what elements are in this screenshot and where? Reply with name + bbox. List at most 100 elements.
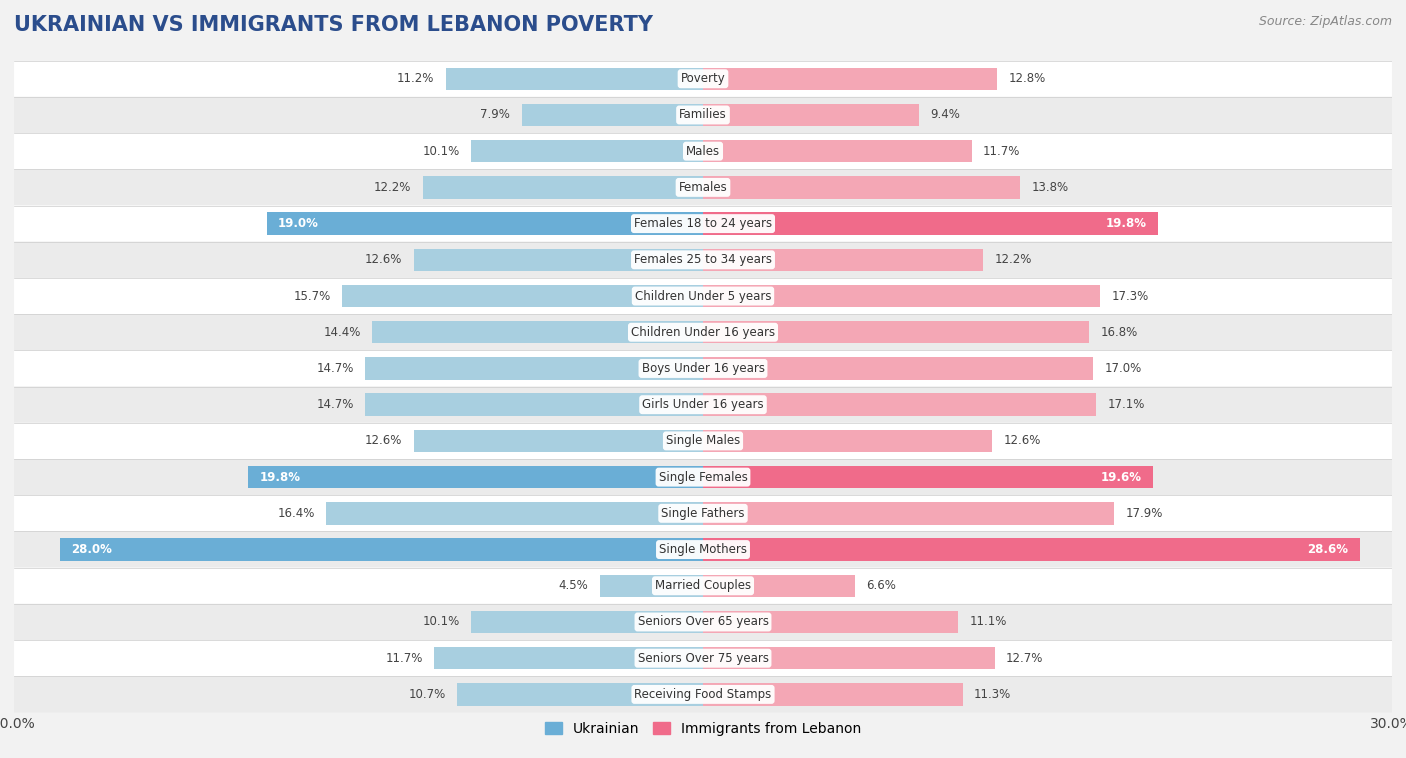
- Bar: [703, 357, 1094, 380]
- FancyBboxPatch shape: [14, 314, 1392, 350]
- Text: Children Under 16 years: Children Under 16 years: [631, 326, 775, 339]
- Text: Source: ZipAtlas.com: Source: ZipAtlas.com: [1258, 15, 1392, 28]
- Text: 4.5%: 4.5%: [558, 579, 588, 592]
- Bar: [703, 104, 920, 126]
- FancyBboxPatch shape: [14, 387, 1392, 423]
- Text: 13.8%: 13.8%: [1032, 181, 1069, 194]
- FancyBboxPatch shape: [14, 676, 1392, 713]
- Bar: [413, 249, 703, 271]
- Text: 12.6%: 12.6%: [364, 253, 402, 266]
- Text: 11.2%: 11.2%: [396, 72, 434, 85]
- Bar: [703, 538, 1360, 561]
- Text: 10.1%: 10.1%: [422, 145, 460, 158]
- Text: Married Couples: Married Couples: [655, 579, 751, 592]
- Text: Females 18 to 24 years: Females 18 to 24 years: [634, 217, 772, 230]
- Bar: [471, 611, 703, 633]
- Text: 11.7%: 11.7%: [983, 145, 1021, 158]
- Text: 12.6%: 12.6%: [364, 434, 402, 447]
- Bar: [703, 140, 972, 162]
- Bar: [326, 502, 703, 525]
- Text: 19.8%: 19.8%: [260, 471, 301, 484]
- FancyBboxPatch shape: [14, 531, 1392, 568]
- Bar: [60, 538, 703, 561]
- FancyBboxPatch shape: [14, 169, 1392, 205]
- Text: 15.7%: 15.7%: [294, 290, 330, 302]
- Bar: [703, 683, 963, 706]
- Bar: [703, 176, 1019, 199]
- Text: Females 25 to 34 years: Females 25 to 34 years: [634, 253, 772, 266]
- Text: 10.7%: 10.7%: [409, 688, 446, 701]
- Text: 16.4%: 16.4%: [277, 507, 315, 520]
- Bar: [434, 647, 703, 669]
- Bar: [471, 140, 703, 162]
- Text: 17.0%: 17.0%: [1105, 362, 1142, 375]
- Text: 12.2%: 12.2%: [374, 181, 412, 194]
- Bar: [703, 321, 1088, 343]
- Text: Single Males: Single Males: [666, 434, 740, 447]
- Bar: [703, 67, 997, 90]
- Text: 28.0%: 28.0%: [72, 543, 112, 556]
- Text: 11.3%: 11.3%: [974, 688, 1011, 701]
- Bar: [703, 502, 1114, 525]
- Bar: [703, 393, 1095, 416]
- Text: Children Under 5 years: Children Under 5 years: [634, 290, 772, 302]
- Text: Females: Females: [679, 181, 727, 194]
- Text: UKRAINIAN VS IMMIGRANTS FROM LEBANON POVERTY: UKRAINIAN VS IMMIGRANTS FROM LEBANON POV…: [14, 15, 652, 35]
- Text: 14.7%: 14.7%: [316, 398, 354, 411]
- FancyBboxPatch shape: [14, 133, 1392, 169]
- Text: 10.1%: 10.1%: [422, 615, 460, 628]
- Bar: [413, 430, 703, 452]
- Text: 11.7%: 11.7%: [385, 652, 423, 665]
- Bar: [373, 321, 703, 343]
- Text: 9.4%: 9.4%: [931, 108, 960, 121]
- Text: Poverty: Poverty: [681, 72, 725, 85]
- Text: 19.6%: 19.6%: [1101, 471, 1142, 484]
- Text: 17.1%: 17.1%: [1107, 398, 1144, 411]
- Text: 19.8%: 19.8%: [1105, 217, 1146, 230]
- Bar: [343, 285, 703, 307]
- Text: Seniors Over 75 years: Seniors Over 75 years: [637, 652, 769, 665]
- Bar: [703, 466, 1153, 488]
- FancyBboxPatch shape: [14, 640, 1392, 676]
- Bar: [446, 67, 703, 90]
- Text: Seniors Over 65 years: Seniors Over 65 years: [637, 615, 769, 628]
- FancyBboxPatch shape: [14, 423, 1392, 459]
- Text: 28.6%: 28.6%: [1308, 543, 1348, 556]
- Text: 12.7%: 12.7%: [1007, 652, 1043, 665]
- Text: 12.8%: 12.8%: [1008, 72, 1046, 85]
- Text: Families: Families: [679, 108, 727, 121]
- Text: 7.9%: 7.9%: [481, 108, 510, 121]
- Text: Single Fathers: Single Fathers: [661, 507, 745, 520]
- Text: 16.8%: 16.8%: [1101, 326, 1137, 339]
- Text: 14.7%: 14.7%: [316, 362, 354, 375]
- FancyBboxPatch shape: [14, 495, 1392, 531]
- Bar: [457, 683, 703, 706]
- Legend: Ukrainian, Immigrants from Lebanon: Ukrainian, Immigrants from Lebanon: [540, 716, 866, 741]
- Text: Males: Males: [686, 145, 720, 158]
- Text: Single Females: Single Females: [658, 471, 748, 484]
- Text: 11.1%: 11.1%: [969, 615, 1007, 628]
- Bar: [703, 212, 1157, 235]
- Bar: [522, 104, 703, 126]
- Text: Receiving Food Stamps: Receiving Food Stamps: [634, 688, 772, 701]
- Bar: [366, 357, 703, 380]
- FancyBboxPatch shape: [14, 459, 1392, 495]
- Text: 19.0%: 19.0%: [278, 217, 319, 230]
- Text: Single Mothers: Single Mothers: [659, 543, 747, 556]
- Bar: [703, 611, 957, 633]
- Bar: [703, 430, 993, 452]
- Text: 12.2%: 12.2%: [994, 253, 1032, 266]
- Bar: [423, 176, 703, 199]
- Bar: [703, 647, 994, 669]
- Text: Girls Under 16 years: Girls Under 16 years: [643, 398, 763, 411]
- Bar: [267, 212, 703, 235]
- FancyBboxPatch shape: [14, 61, 1392, 97]
- FancyBboxPatch shape: [14, 205, 1392, 242]
- Bar: [249, 466, 703, 488]
- FancyBboxPatch shape: [14, 278, 1392, 314]
- Bar: [366, 393, 703, 416]
- Text: Boys Under 16 years: Boys Under 16 years: [641, 362, 765, 375]
- Text: 17.3%: 17.3%: [1112, 290, 1149, 302]
- Text: 6.6%: 6.6%: [866, 579, 896, 592]
- Bar: [703, 575, 855, 597]
